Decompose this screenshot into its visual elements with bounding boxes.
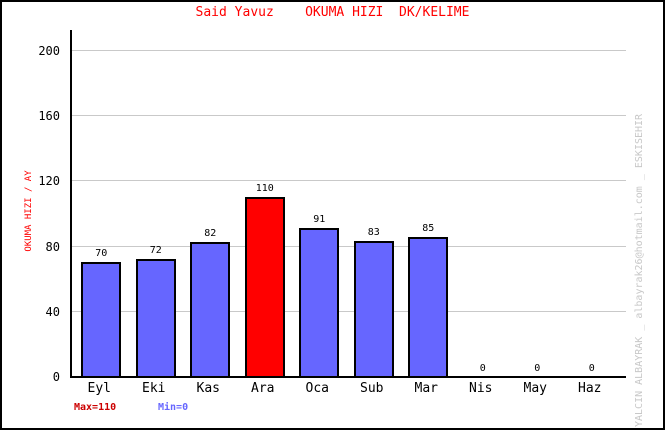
bar-slot-Mar: 85 xyxy=(401,30,456,376)
chart-title: Said Yavuz OKUMA HIZI DK/KELIME xyxy=(195,5,470,20)
bar-value-label: 82 xyxy=(204,228,217,240)
bar-Sub xyxy=(353,240,394,376)
bar-slot-Nis: 0 xyxy=(456,30,511,376)
bar-value-label: 72 xyxy=(149,244,162,256)
bar-slot-Kas: 82 xyxy=(183,30,238,376)
x-axis-label-Nis: Nis xyxy=(469,381,493,396)
gridline xyxy=(72,310,626,312)
plot-area: 70 72 82 110 91 83 85 0 0 0 xyxy=(70,30,626,378)
x-axis-labels: Eyl Eki Kas Ara Oca Sub Mar Nis May Haz xyxy=(72,381,617,396)
bar-value-label: 91 xyxy=(313,213,326,225)
bar-slot-May: 0 xyxy=(510,30,565,376)
bars-container: 70 72 82 110 91 83 85 0 0 0 xyxy=(74,30,619,376)
x-axis-label-Eyl: Eyl xyxy=(87,381,111,396)
max-value-label: Max=110 xyxy=(74,402,117,413)
x-axis-label-Ara: Ara xyxy=(251,381,275,396)
bar-value-label: 110 xyxy=(255,182,274,194)
bar-Eki xyxy=(135,258,176,376)
y-tick-label: 80 xyxy=(45,239,60,254)
y-tick-label: 120 xyxy=(38,174,60,189)
x-axis-label-Mar: Mar xyxy=(414,381,438,396)
bar-value-label: 70 xyxy=(95,247,108,259)
bar-value-label: 0 xyxy=(479,363,486,374)
gridline xyxy=(72,180,626,182)
bar-Ara xyxy=(244,196,285,376)
x-axis-label-Sub: Sub xyxy=(360,381,384,396)
bar-slot-Sub: 83 xyxy=(347,30,402,376)
gridline xyxy=(72,50,626,51)
bar-slot-Haz: 0 xyxy=(565,30,620,376)
bar-slot-Oca: 91 xyxy=(292,30,347,376)
y-tick-label: 40 xyxy=(45,304,60,319)
bar-value-label: 0 xyxy=(588,363,595,374)
bar-slot-Eyl: 70 xyxy=(74,30,129,376)
gridline xyxy=(72,115,626,117)
bar-Eyl xyxy=(81,261,122,376)
y-tick-label: 200 xyxy=(38,44,60,58)
watermark-text: YALCIN ALBAYRAK _ albayrak26@hotmail.com… xyxy=(634,113,645,427)
bar-Mar xyxy=(408,237,449,376)
bar-Oca xyxy=(299,227,340,376)
bar-value-label: 83 xyxy=(367,226,380,238)
bar-value-label: 85 xyxy=(422,223,435,235)
bar-Kas xyxy=(190,242,231,376)
y-tick-label: 160 xyxy=(38,109,60,124)
bar-value-label: 0 xyxy=(534,363,541,374)
x-axis-label-Kas: Kas xyxy=(196,381,220,396)
x-axis-label-Eki: Eki xyxy=(142,381,166,396)
gridline xyxy=(72,245,626,247)
bar-slot-Eki: 72 xyxy=(129,30,184,376)
bar-slot-Ara: 110 xyxy=(238,30,293,376)
x-axis-label-Haz: Haz xyxy=(578,381,602,396)
y-tick-label: 0 xyxy=(52,370,60,384)
x-axis-label-May: May xyxy=(523,381,547,396)
x-axis-label-Oca: Oca xyxy=(305,381,329,396)
min-value-label: Min=0 xyxy=(158,402,189,413)
